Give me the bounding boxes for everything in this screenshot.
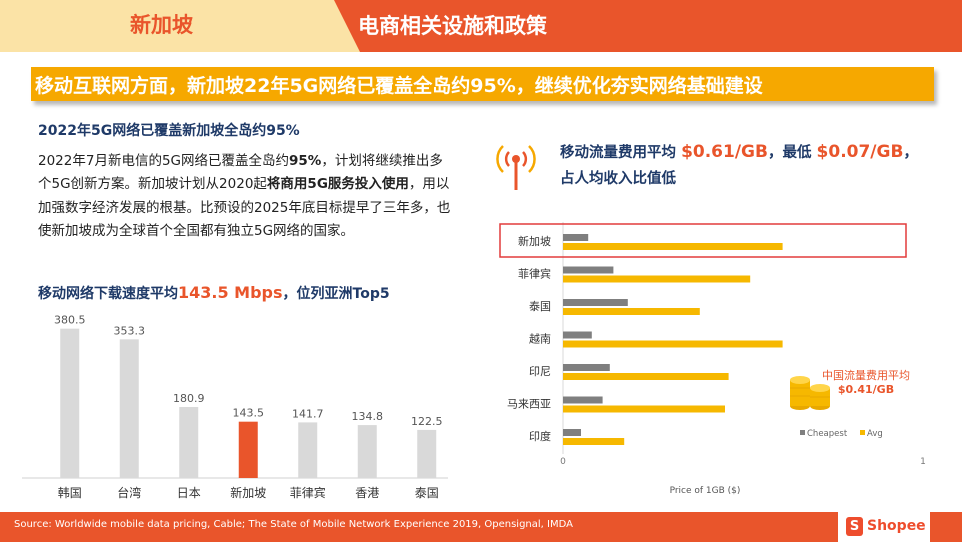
top-banner: 新加坡 电商相关设施和政策: [0, 0, 962, 52]
data-label: 143.5: [233, 407, 265, 420]
legend-swatch-cheapest: [800, 430, 805, 435]
5g-coverage-subtitle: 2022年5G网络已覆盖新加坡全岛约95%: [38, 123, 300, 139]
category-label: 泰国: [415, 486, 439, 500]
section-tag: [334, 0, 962, 52]
data-label: 380.5: [54, 314, 86, 327]
data-label: 122.5: [411, 415, 443, 428]
category-label: 印尼: [529, 365, 551, 378]
category-label: 韩国: [58, 485, 82, 500]
bar-新加坡: [238, 421, 258, 478]
heading-text-2: ，最低: [767, 145, 817, 161]
bar-cheapest-泰国: [563, 299, 628, 306]
heading-text-3: ，: [903, 145, 918, 161]
data-label: 141.7: [292, 407, 324, 420]
body-bold-2: 将商用5G服务投入使用: [266, 176, 409, 193]
bar-韩国: [60, 328, 80, 478]
avg-price: $0.61/GB: [681, 142, 768, 162]
category-label: 菲律宾: [518, 267, 551, 281]
min-price: $0.07/GB: [816, 142, 904, 162]
category-label: 菲律宾: [290, 485, 326, 500]
region-tag: [0, 0, 360, 52]
region-title: 新加坡: [130, 13, 193, 37]
category-label: 越南: [529, 332, 551, 346]
body-text-3: ，用以加强数字经济发展的根基。比预设的2025年底目标提早了三年多，也使新加坡成…: [38, 176, 451, 239]
download-speed-chart: 380.5 韩国 353.3 台湾 180.9 日本 143.5 新加坡 141.7 菲律宾 134…: [22, 314, 448, 500]
x-tick-label: 1: [920, 457, 926, 467]
bar-cheapest-马来西亚: [563, 396, 603, 404]
speed-value: 143.5 Mbps: [178, 283, 283, 302]
body-text-2: ，计划将继续推出多个5G创新方案。新加坡计划从2020起: [38, 153, 443, 193]
bar-cheapest-菲律宾: [563, 266, 614, 274]
china-note-label: 中国流量费用平均: [822, 369, 910, 382]
headline-bar: 移动互联网方面，新加坡22年5G网络已覆盖全岛约95%，继续优化夯实网络基础建设: [31, 67, 934, 101]
bar-avg-马来西亚: [563, 405, 725, 413]
category-label: 泰国: [529, 299, 551, 313]
bar-avg-越南: [563, 340, 783, 348]
x-tick-label: 0: [560, 457, 566, 467]
body-text-1: 2022年7月新电信的5G网络已覆盖全岛约: [38, 153, 289, 169]
5g-coverage-body: 2022年7月新电信的5G网络已覆盖全岛约95%，计划将继续推出多个5G创新方案…: [38, 150, 454, 243]
body-bold-1: 95%: [289, 153, 322, 169]
download-speed-title: 移动网络下载速度平均143.5 Mbps，位列亚洲Top5: [38, 283, 390, 303]
bar-avg-印度: [563, 438, 625, 445]
speed-suffix: ，位列亚洲Top5: [282, 286, 390, 302]
bar-cheapest-新加坡: [563, 234, 589, 241]
data-label: 180.9: [173, 392, 205, 405]
bar-avg-新加坡: [563, 243, 783, 250]
heading-text-4: 占人均收入比值低: [560, 171, 676, 187]
shopee-bag-icon: S: [846, 517, 863, 536]
category-label: 台湾: [117, 485, 141, 500]
category-label: 新加坡: [518, 234, 551, 248]
bar-cheapest-越南: [563, 331, 592, 339]
category-label: 印度: [529, 429, 551, 443]
headline-text: 移动互联网方面，新加坡22年5G网络已覆盖全岛约95%，继续优化夯实网络基础建设: [35, 75, 763, 97]
bar-日本: [179, 406, 199, 478]
source-note: Source: Worldwide mobile data pricing, C…: [14, 519, 573, 530]
bar-菲律宾: [298, 422, 318, 478]
bar-泰国: [417, 429, 437, 478]
legend-label-cheapest: Cheapest: [807, 429, 848, 439]
bar-avg-泰国: [563, 308, 700, 315]
speed-prefix: 移动网络下载速度平均: [38, 286, 178, 302]
shopee-logo-text: Shopee: [867, 518, 926, 534]
category-label: 新加坡: [230, 485, 266, 500]
bar-cheapest-印度: [563, 429, 581, 436]
legend-label-avg: Avg: [867, 429, 883, 439]
category-label: 日本: [177, 486, 201, 500]
x-axis-title: Price of 1GB ($): [670, 486, 741, 496]
signal-tower-icon: [496, 145, 536, 190]
heading-text-1: 移动流量费用平均: [560, 145, 682, 161]
legend-swatch-avg: [860, 430, 865, 435]
bar-香港: [357, 425, 377, 478]
coins-icon: [790, 376, 830, 410]
china-price-note: 中国流量费用平均 $0.41/GB: [822, 369, 910, 397]
footer-bar: Source: Worldwide mobile data pricing, C…: [0, 512, 962, 542]
bar-台湾: [119, 339, 139, 478]
highlight-box: [499, 223, 907, 258]
category-label: 马来西亚: [507, 398, 551, 411]
bar-cheapest-印尼: [563, 364, 610, 371]
data-label: 353.3: [114, 324, 146, 337]
data-label: 134.8: [352, 410, 384, 423]
china-note-value: $0.41/GB: [837, 383, 895, 396]
bar-avg-印尼: [563, 373, 729, 380]
bar-avg-菲律宾: [563, 275, 751, 283]
shopee-logo: S Shopee: [838, 512, 930, 542]
data-price-heading: 移动流量费用平均 $0.61/GB，最低 $0.07/GB， 占人均收入比值低: [560, 139, 940, 192]
category-label: 香港: [355, 486, 379, 500]
section-title: 电商相关设施和政策: [358, 14, 547, 38]
